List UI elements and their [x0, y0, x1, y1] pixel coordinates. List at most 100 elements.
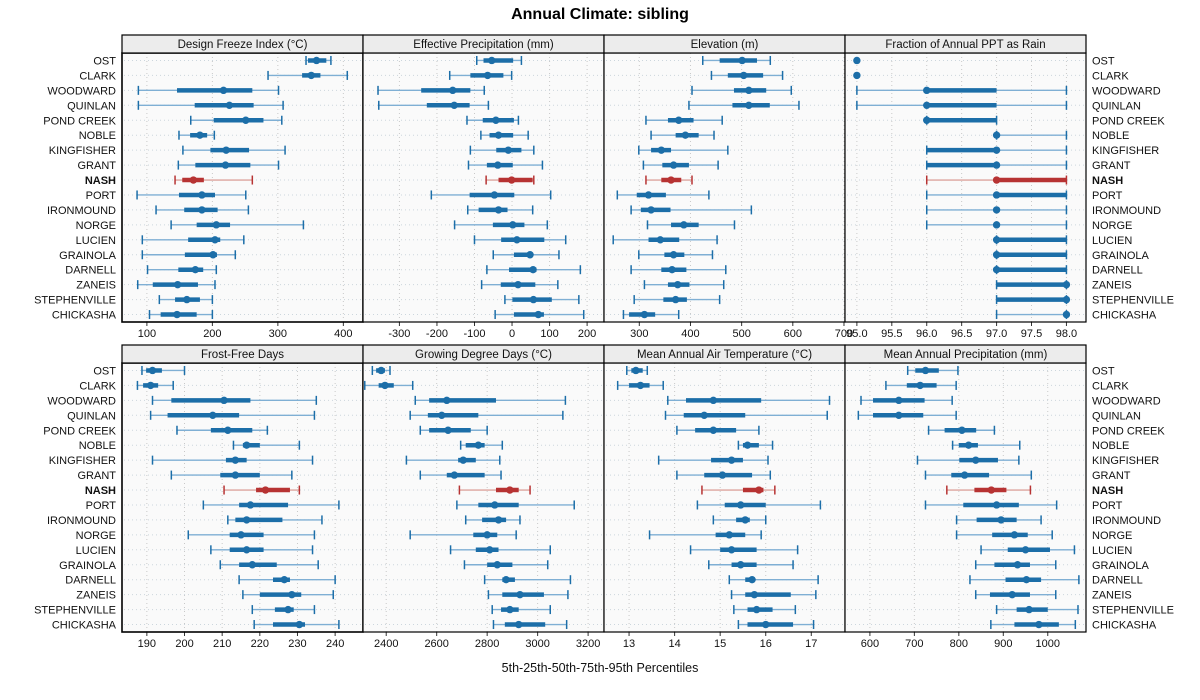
median-dot: [669, 251, 678, 259]
series-ost: [305, 55, 332, 65]
panel-growing-degree-days-c-: 2400 2600 2800 3000 3200 Growing Degree Days …: [362, 344, 605, 650]
series-woodward: [377, 85, 486, 95]
median-dot: [853, 56, 861, 65]
station-label-right-norge: NORGE: [1092, 530, 1132, 542]
median-dot: [189, 176, 198, 184]
station-label-left-norge: NORGE: [76, 220, 116, 232]
median-dot: [507, 176, 516, 184]
tick-label: 1000: [1036, 638, 1060, 650]
series-lucien: [210, 545, 314, 555]
panel-title: Mean Annual Air Temperature (°C): [637, 349, 812, 361]
series-grainola: [638, 250, 714, 260]
series-pond-creek: [927, 425, 996, 435]
station-label-left-zaneis: ZANEIS: [76, 280, 116, 292]
series-kingfisher: [182, 145, 286, 155]
series-quinlan: [856, 100, 1068, 110]
series-nash: [946, 485, 1032, 495]
station-label-right-zaneis: ZANEIS: [1092, 590, 1132, 602]
series-zaneis: [730, 590, 817, 600]
station-label-left-woodward: WOODWARD: [47, 395, 116, 407]
station-label-right-port: PORT: [1092, 500, 1123, 512]
tick-label: 400: [334, 328, 352, 340]
median-dot: [280, 575, 288, 584]
median-dot: [700, 411, 708, 420]
series-port: [696, 500, 822, 510]
median-dot: [493, 561, 501, 569]
panel-background: [604, 53, 845, 322]
series-darnell: [486, 265, 582, 275]
median-dot: [1025, 605, 1033, 614]
series-zaneis: [480, 280, 559, 290]
station-label-left-zaneis: ZANEIS: [76, 590, 116, 602]
tick-label: 13: [623, 638, 635, 650]
median-dot: [198, 191, 206, 199]
station-label-left-clark: CLARK: [79, 380, 116, 392]
tick-label: 300: [630, 328, 648, 340]
median-dot: [381, 381, 389, 390]
series-kingfisher: [916, 455, 1020, 465]
station-label-left-chickasha: CHICKASHA: [52, 620, 117, 632]
series-zaneis: [643, 280, 725, 290]
station-label-left-lucien: LUCIEN: [76, 545, 116, 557]
median-dot: [992, 221, 1001, 229]
median-dot: [992, 146, 1001, 154]
panel-title: Fraction of Annual PPT as Rain: [885, 39, 1045, 51]
median-dot: [750, 590, 759, 599]
series-ironmound: [464, 515, 521, 525]
series-port: [136, 190, 247, 200]
series-woodward: [691, 85, 793, 95]
station-label-left-darnell: DARNELL: [65, 575, 116, 587]
series-ironmound: [630, 205, 753, 215]
station-label-left-quinlan: QUINLAN: [67, 410, 116, 422]
series-ost: [906, 365, 959, 375]
median-dot: [1021, 546, 1030, 554]
series-kingfisher: [657, 455, 769, 465]
median-dot: [494, 161, 502, 169]
series-ost: [853, 56, 861, 65]
median-dot: [212, 221, 221, 229]
series-nash: [485, 175, 535, 185]
station-label-right-darnell: DARNELL: [1092, 265, 1143, 277]
median-dot: [992, 206, 1001, 214]
tick-label: 95.5: [881, 328, 902, 340]
panel-elevation-m-: 300 400 500 600 700 Elevation (m): [603, 34, 853, 340]
median-dot: [1010, 531, 1019, 539]
panel-mean-annual-precipitation-mm-: 600 700 800 900 1000 Mean Annual Precipitatio…: [844, 344, 1087, 650]
station-label-left-ost: OST: [93, 55, 116, 67]
series-lucien: [980, 545, 1076, 555]
series-grainola: [974, 560, 1057, 570]
series-ironmound: [227, 515, 323, 525]
median-dot: [755, 486, 763, 494]
series-ironmound: [955, 515, 1042, 525]
series-lucien: [449, 545, 551, 555]
median-dot: [295, 620, 304, 629]
station-label-left-clark: CLARK: [79, 70, 116, 82]
median-dot: [529, 295, 538, 304]
series-ironmound: [925, 205, 1068, 215]
median-dot: [209, 411, 217, 420]
station-label-left-grainola: GRAINOLA: [59, 250, 117, 262]
station-label-right-pond-creek: POND CREEK: [1092, 115, 1165, 127]
median-dot: [1013, 561, 1022, 569]
panel-frost-free-days: 190 200 210 220 230 240 Frost-Free Days: [121, 344, 364, 650]
series-woodward: [856, 85, 1068, 95]
station-label-right-clark: CLARK: [1092, 380, 1129, 392]
median-dot: [450, 101, 458, 110]
median-dot: [992, 265, 1001, 274]
series-lucien: [689, 545, 799, 555]
series-grant: [924, 470, 1033, 480]
median-dot: [992, 161, 1001, 169]
series-darnell: [992, 265, 1068, 275]
series-grainola: [992, 250, 1068, 260]
median-dot: [209, 251, 217, 259]
median-dot: [1022, 575, 1031, 584]
median-dot: [992, 176, 1001, 184]
series-norge: [453, 220, 549, 230]
tick-label: 100: [540, 328, 558, 340]
series-darnell: [630, 265, 727, 275]
panel-title: Design Freeze Index (°C): [178, 39, 308, 51]
station-label-right-pond-creek: POND CREEK: [1092, 425, 1165, 437]
panel-background: [845, 363, 1086, 632]
series-pond-creek: [923, 115, 998, 125]
median-dot: [221, 161, 230, 169]
